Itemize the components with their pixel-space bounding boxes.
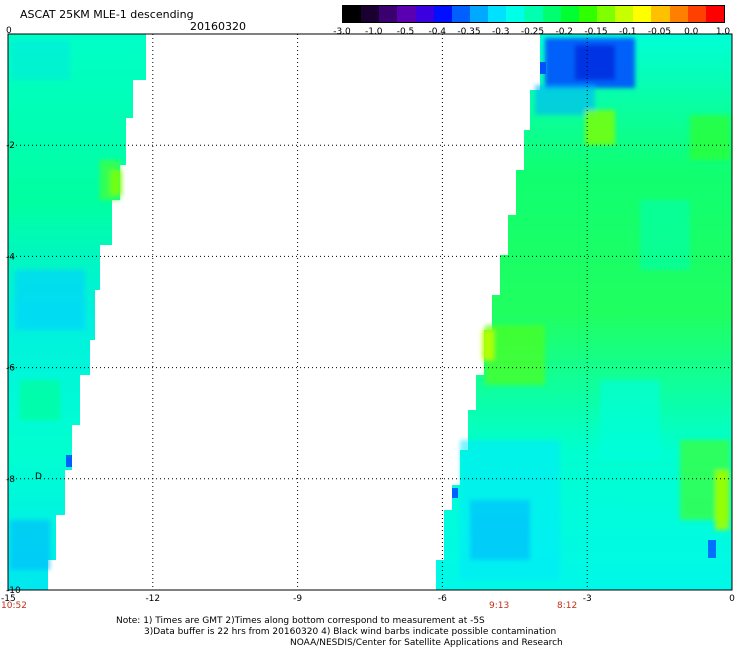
colorbar-swatch <box>379 6 398 22</box>
colorbar-label: -0.5 <box>396 27 415 37</box>
colorbar <box>342 5 725 23</box>
colorbar-swatch <box>596 6 616 22</box>
colorbar-label: -3.0 <box>333 27 351 37</box>
colorbar-swatch <box>578 6 597 22</box>
x-axis-ticks: -15 -12 -9 -6 -3 0 <box>1 594 735 604</box>
right-swath-blue-pixel-2 <box>452 488 458 498</box>
left-swath <box>8 34 146 590</box>
colorbar-swatch <box>633 6 652 22</box>
colorbar-swatch <box>469 6 489 22</box>
colorbar-swatch <box>615 6 634 22</box>
colorbar-swatch <box>560 6 579 22</box>
colorbar-labels: -3.0 -1.0 -0.5 -0.4 -0.35 -0.3 -0.25 -0.2 -0.15-… <box>330 27 735 39</box>
y-tick-label: -4 <box>6 252 15 262</box>
colorbar-swatch <box>451 6 470 22</box>
colorbar-swatch <box>542 6 561 22</box>
colorbar-swatch <box>524 6 543 22</box>
y-tick-label: -6 <box>6 364 15 374</box>
colorbar-swatch <box>651 6 670 22</box>
colorbar-swatch <box>687 6 706 22</box>
swath-time-right: 8:12 <box>557 601 577 611</box>
right-swath-patches <box>460 38 730 580</box>
left-swath-patches <box>10 40 122 570</box>
colorbar-swatch <box>397 6 416 22</box>
colorbar-swatch <box>506 6 525 22</box>
right-swath <box>436 34 732 590</box>
x-tick-label: -6 <box>438 594 447 604</box>
colorbar-label: -0.05 <box>647 27 672 37</box>
x-tick-label: -15 <box>1 594 16 604</box>
map-title: ASCAT 25KM MLE-1 descending <box>20 8 194 21</box>
colorbar-swatch <box>705 6 724 22</box>
left-swath-blue-pixel <box>66 455 72 467</box>
map-date: 20160320 <box>190 20 246 33</box>
swath-time-mid: 9:13 <box>489 601 509 611</box>
y-tick-label: 0 <box>6 26 12 36</box>
x-tick-label: -12 <box>145 594 160 604</box>
y-axis-ticks: 0 -2 -4 -6 -8 -10 <box>6 26 21 596</box>
y-tick-label: -8 <box>6 475 15 485</box>
colorbar-label: -0.4 <box>428 27 447 37</box>
colorbar-label: 0.0 <box>684 27 699 37</box>
colorbar-label: -0.2 <box>555 27 574 37</box>
right-swath-blue-pixel-3 <box>708 540 716 558</box>
colorbar-swatch <box>433 6 452 22</box>
footnote-line-3: NOAA/NESDIS/Center for Satellite Applica… <box>290 638 563 648</box>
map-frame <box>7 33 733 591</box>
colorbar-label: -0.15 <box>584 27 608 37</box>
colorbar-label: -0.35 <box>457 27 481 37</box>
colorbar-swatch <box>343 6 362 22</box>
x-tick-label: 0 <box>729 594 735 604</box>
right-swath-blue-pixel-1 <box>540 62 546 74</box>
colorbar-label: 1.0 <box>715 27 731 37</box>
footnote-line-2: 3)Data buffer is 22 hrs from 20160320 4)… <box>144 627 557 637</box>
colorbar-swatch <box>415 6 434 22</box>
marker-d: D <box>35 472 42 482</box>
colorbar-label: -1.0 <box>364 27 383 37</box>
x-tick-label: -3 <box>583 594 592 604</box>
colorbar-label: -0.1 <box>618 27 637 37</box>
footnotes: Note: 1) Times are GMT 2)Times along bot… <box>116 616 563 649</box>
swath-time-left: 10:52 <box>1 601 27 611</box>
colorbar-label: -0.25 <box>520 27 545 37</box>
colorbar-swatch <box>361 6 380 22</box>
y-tick-label: -10 <box>6 586 21 596</box>
colorbar-swatch <box>488 6 507 22</box>
colorbar-label: -0.3 <box>491 27 510 37</box>
swath-times: 10:52 9:13 8:12 <box>1 601 577 611</box>
footnote-line-1: Note: 1) Times are GMT 2)Times along bot… <box>116 616 485 626</box>
x-tick-label: -9 <box>293 594 302 604</box>
y-tick-label: -2 <box>6 141 15 151</box>
colorbar-swatch <box>669 6 688 22</box>
